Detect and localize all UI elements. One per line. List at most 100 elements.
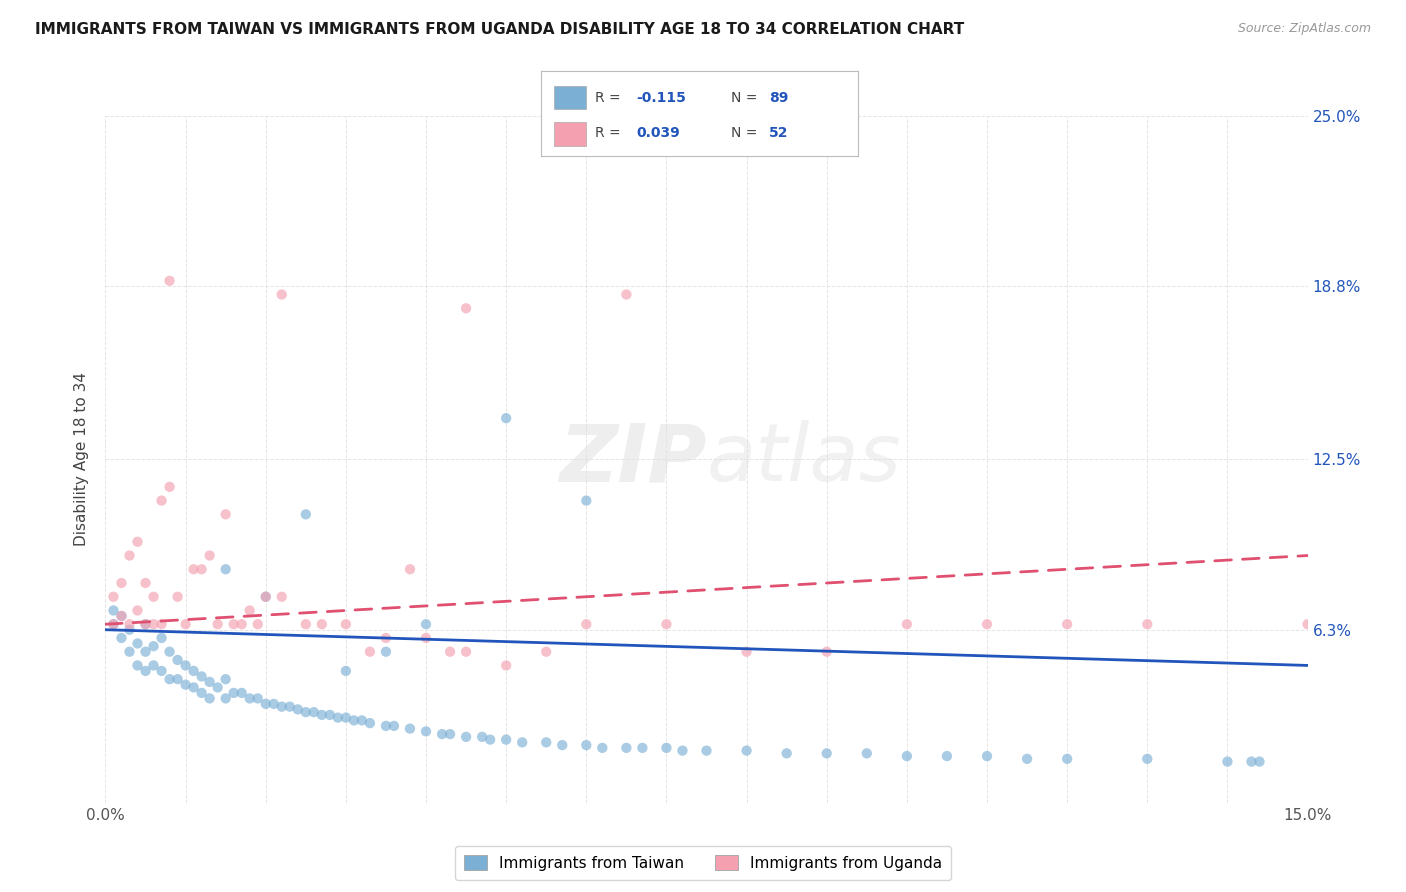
Point (231, 686, 253, 700)
Point (1249, 755, 1271, 769)
Point (382, 719, 405, 733)
Text: 52: 52 (769, 127, 789, 140)
Point (103, 603, 125, 617)
Point (110, 576, 132, 591)
Point (1136, 617, 1159, 632)
Point (142, 617, 165, 632)
Point (183, 664, 205, 678)
Point (510, 735, 533, 749)
Point (207, 681, 229, 695)
Point (655, 617, 678, 632)
Point (495, 732, 517, 747)
Legend: Immigrants from Taiwan, Immigrants from Uganda: Immigrants from Taiwan, Immigrants from … (456, 846, 950, 880)
Point (207, 617, 229, 632)
Point (575, 493, 598, 508)
Point (311, 617, 333, 632)
Point (270, 590, 292, 604)
Point (671, 743, 693, 757)
Text: 89: 89 (769, 91, 789, 104)
Point (263, 697, 285, 711)
Point (295, 705, 318, 719)
Point (374, 645, 398, 659)
Point (118, 645, 141, 659)
Point (319, 707, 342, 722)
Text: Source: ZipAtlas.com: Source: ZipAtlas.com (1237, 22, 1371, 36)
Point (976, 617, 998, 632)
Point (150, 664, 173, 678)
Point (127, 603, 149, 617)
Point (198, 549, 221, 563)
Point (135, 576, 157, 591)
Point (1056, 617, 1078, 632)
Point (142, 639, 165, 653)
Text: N =: N = (731, 127, 762, 140)
Point (295, 508, 318, 522)
Point (103, 617, 125, 632)
Point (631, 740, 654, 755)
Point (231, 617, 253, 632)
Point (439, 727, 461, 741)
Point (118, 623, 141, 637)
Point (454, 645, 477, 659)
Point (270, 699, 292, 714)
Point (616, 740, 638, 755)
Point (190, 686, 212, 700)
Point (118, 549, 141, 563)
Point (110, 609, 132, 624)
Point (551, 738, 574, 752)
Point (278, 699, 301, 714)
Point (776, 747, 799, 761)
Point (439, 645, 461, 659)
Point (159, 274, 181, 288)
Point (150, 617, 173, 632)
Point (135, 617, 157, 632)
Point (159, 645, 181, 659)
Text: IMMIGRANTS FROM TAIWAN VS IMMIGRANTS FROM UGANDA DISABILITY AGE 18 TO 34 CORRELA: IMMIGRANTS FROM TAIWAN VS IMMIGRANTS FRO… (35, 22, 965, 37)
Point (655, 740, 678, 755)
Point (415, 617, 437, 632)
Point (326, 711, 349, 725)
Point (359, 716, 381, 731)
Point (214, 562, 236, 576)
Point (166, 653, 188, 667)
Point (166, 672, 188, 686)
Point (110, 631, 132, 645)
Point (142, 658, 165, 673)
Point (896, 749, 918, 764)
Point (335, 711, 357, 725)
Text: N =: N = (731, 91, 762, 104)
Point (174, 678, 197, 692)
Bar (554, 86, 586, 110)
Text: R =: R = (595, 127, 626, 140)
Point (399, 722, 422, 736)
Point (302, 705, 325, 719)
Point (110, 609, 132, 624)
Point (246, 617, 269, 632)
Point (159, 672, 181, 686)
Point (374, 631, 398, 645)
Point (150, 493, 173, 508)
Point (343, 714, 366, 728)
Text: ZIP: ZIP (560, 420, 707, 499)
Point (198, 674, 221, 689)
Point (1216, 755, 1239, 769)
Point (1296, 617, 1319, 632)
Point (222, 617, 245, 632)
Point (254, 590, 277, 604)
Point (495, 411, 517, 425)
Point (246, 691, 269, 706)
Point (214, 691, 236, 706)
Point (311, 707, 333, 722)
Point (142, 590, 165, 604)
Point (103, 617, 125, 632)
Point (135, 664, 157, 678)
Text: -0.115: -0.115 (637, 91, 686, 104)
Point (174, 658, 197, 673)
Point (350, 714, 373, 728)
Point (735, 645, 758, 659)
Point (118, 617, 141, 632)
Point (239, 691, 262, 706)
Point (855, 747, 877, 761)
Point (287, 702, 309, 716)
Point (135, 617, 157, 632)
